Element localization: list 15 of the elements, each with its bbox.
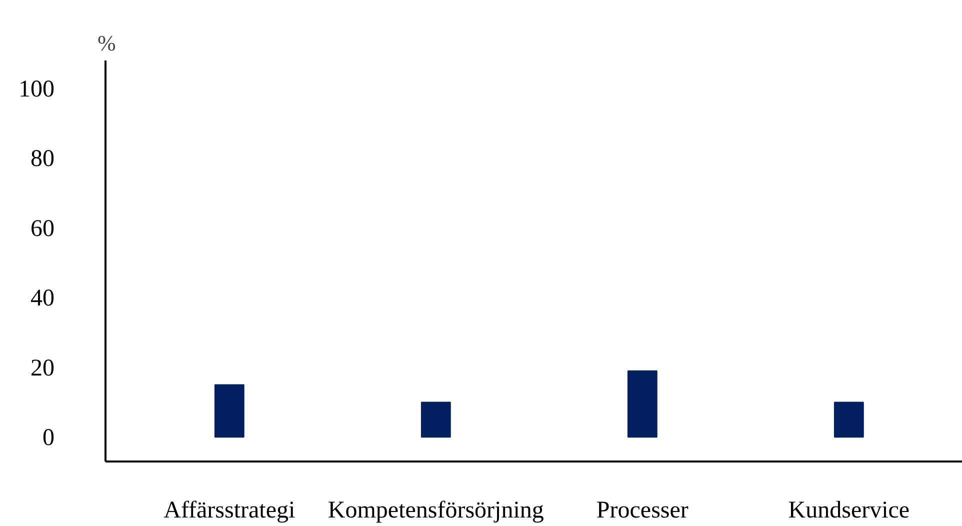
y-tick-label: 20 — [30, 355, 54, 382]
bar — [834, 402, 864, 438]
y-tick-label: 80 — [30, 146, 54, 172]
y-tick-label: 0 — [42, 425, 54, 452]
y-tick-label: 60 — [30, 216, 54, 242]
bar — [420, 402, 451, 438]
bar — [627, 370, 658, 438]
y-axis-title: % — [98, 30, 116, 56]
x-tick-label: Kompetensförsörjning — [328, 498, 544, 524]
bar — [214, 384, 244, 438]
y-tick-label: 100 — [18, 76, 54, 102]
y-tick-label: 40 — [30, 286, 54, 312]
x-tick-label: Affärsstrategi — [164, 498, 296, 524]
x-tick-label: Processer — [596, 498, 688, 524]
x-tick-label: Kundservice — [788, 498, 910, 524]
